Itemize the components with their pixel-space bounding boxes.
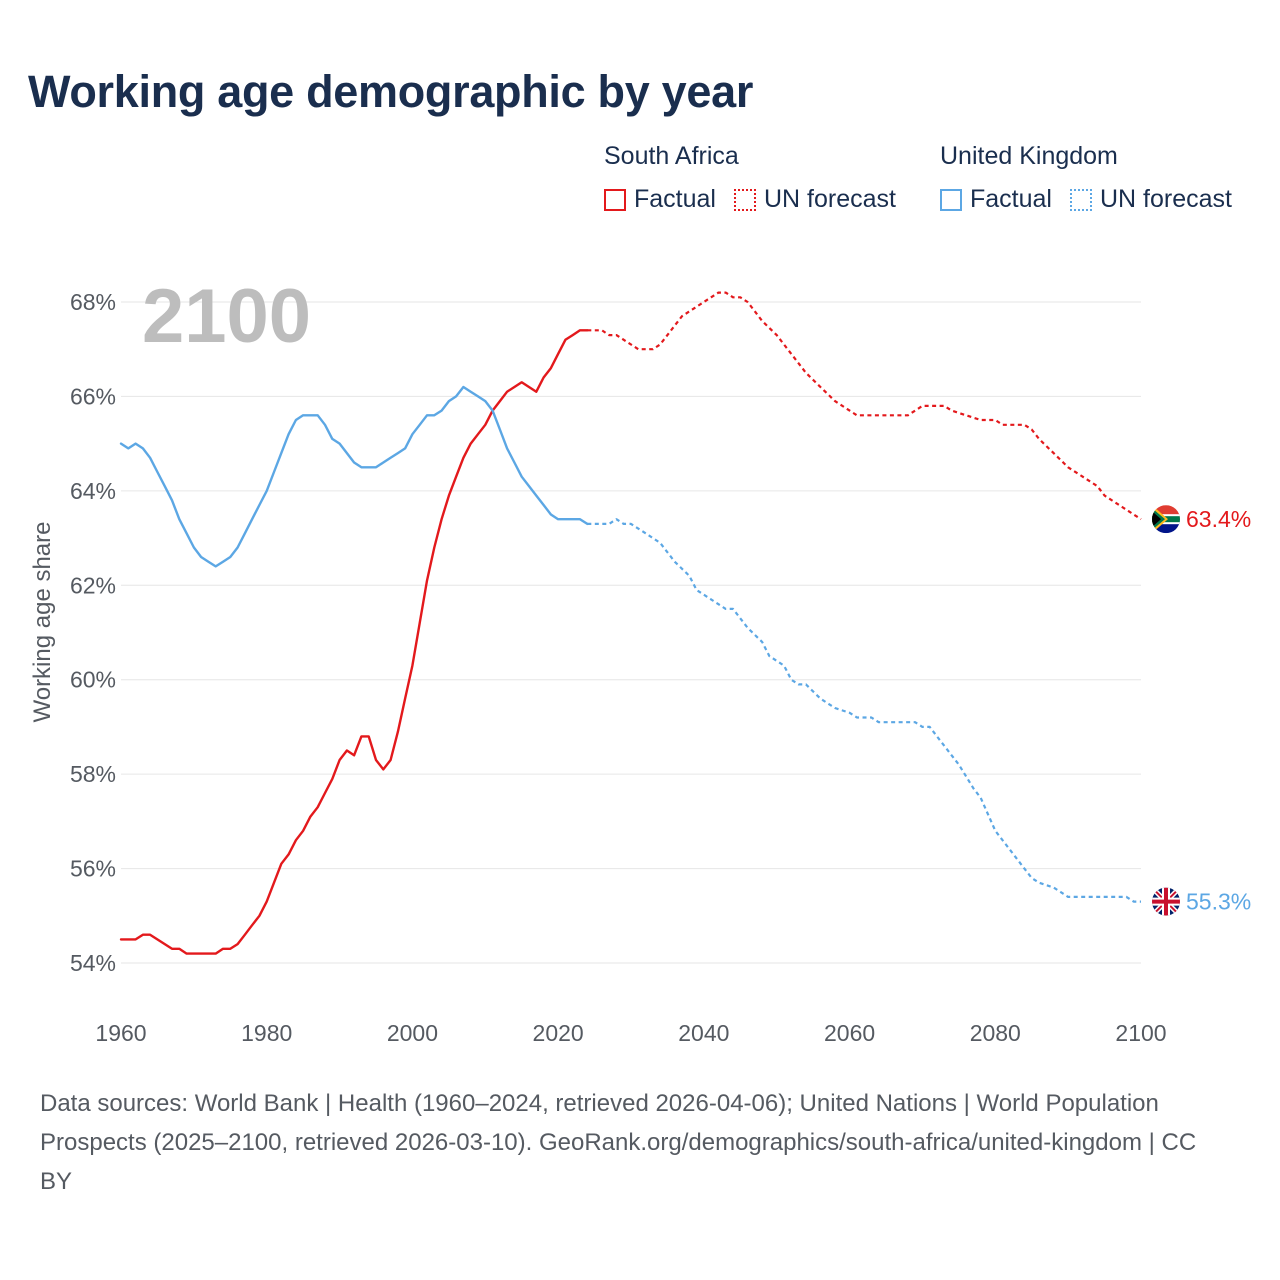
legend-south-africa: South Africa Factual UN forecast bbox=[604, 142, 914, 214]
y-tick-label: 54% bbox=[70, 950, 116, 976]
y-tick-label: 62% bbox=[70, 572, 116, 598]
y-tick-label: 56% bbox=[70, 856, 116, 882]
legend-uk-factual[interactable]: Factual bbox=[940, 185, 1052, 214]
x-tick-label: 2100 bbox=[1115, 1020, 1166, 1046]
y-tick-label: 68% bbox=[70, 289, 116, 315]
x-tick-label: 2060 bbox=[824, 1020, 875, 1046]
x-tick-label: 2020 bbox=[533, 1020, 584, 1046]
legend-swatch-dotted-icon bbox=[1069, 188, 1092, 211]
legend-south-africa-title: South Africa bbox=[604, 142, 739, 170]
legend-swatch-dotted-icon bbox=[733, 188, 756, 211]
line-chart: 2100 54% 56% 58% 60% 62% 64% 66% 68% 1960 1980 20… bbox=[29, 274, 1251, 1046]
x-tick-label: 2040 bbox=[678, 1020, 729, 1046]
x-tick-label: 1960 bbox=[95, 1020, 146, 1046]
united-kingdom-end-value: 55.3% bbox=[1186, 889, 1251, 915]
legend-sa-forecast-label: UN forecast bbox=[763, 185, 896, 213]
gridlines bbox=[121, 301, 1141, 964]
legend-sa-factual-label: Factual bbox=[634, 185, 716, 213]
united-kingdom-forecast-line[interactable] bbox=[587, 518, 1141, 903]
legend-united-kingdom-title: United Kingdom bbox=[940, 142, 1118, 170]
x-tick-label: 2080 bbox=[970, 1020, 1021, 1046]
united-kingdom-flag-icon[interactable] bbox=[1152, 887, 1180, 916]
legend-uk-factual-label: Factual bbox=[970, 185, 1052, 213]
current-year-label: 2100 bbox=[142, 274, 311, 359]
legend-uk-forecast[interactable]: UN forecast bbox=[1069, 185, 1232, 214]
legend-swatch-solid-icon bbox=[604, 188, 626, 211]
south-africa-flag-icon[interactable] bbox=[1152, 505, 1180, 534]
y-axis-title: Working age share bbox=[29, 522, 56, 723]
legend-united-kingdom: United Kingdom Factual UN forecast bbox=[940, 142, 1250, 214]
legend-sa-factual[interactable]: Factual bbox=[604, 185, 716, 214]
legend-swatch-solid-icon bbox=[940, 188, 962, 211]
y-tick-label: 64% bbox=[70, 478, 116, 504]
y-tick-label: 66% bbox=[70, 383, 116, 409]
y-tick-label: 60% bbox=[70, 667, 116, 693]
x-axis-ticks: 1960 1980 2000 2020 2040 2060 2080 2100 bbox=[95, 1020, 1166, 1046]
y-axis-ticks: 54% 56% 58% 60% 62% 64% 66% 68% bbox=[70, 289, 116, 976]
legend-sa-forecast[interactable]: UN forecast bbox=[733, 185, 896, 214]
south-africa-forecast-line[interactable] bbox=[587, 291, 1142, 521]
y-tick-label: 58% bbox=[70, 761, 116, 787]
chart-title: Working age demographic by year bbox=[28, 66, 754, 117]
x-tick-label: 2000 bbox=[387, 1020, 438, 1046]
legend-uk-forecast-label: UN forecast bbox=[1099, 185, 1232, 213]
united-kingdom-factual-line[interactable] bbox=[119, 385, 589, 568]
south-africa-end-value: 63.4% bbox=[1186, 506, 1251, 532]
source-footnote: Data sources: World Bank | Health (1960–… bbox=[40, 1090, 1197, 1195]
south-africa-factual-line[interactable] bbox=[119, 329, 589, 955]
series-lines bbox=[119, 291, 1142, 955]
x-tick-label: 1980 bbox=[241, 1020, 292, 1046]
